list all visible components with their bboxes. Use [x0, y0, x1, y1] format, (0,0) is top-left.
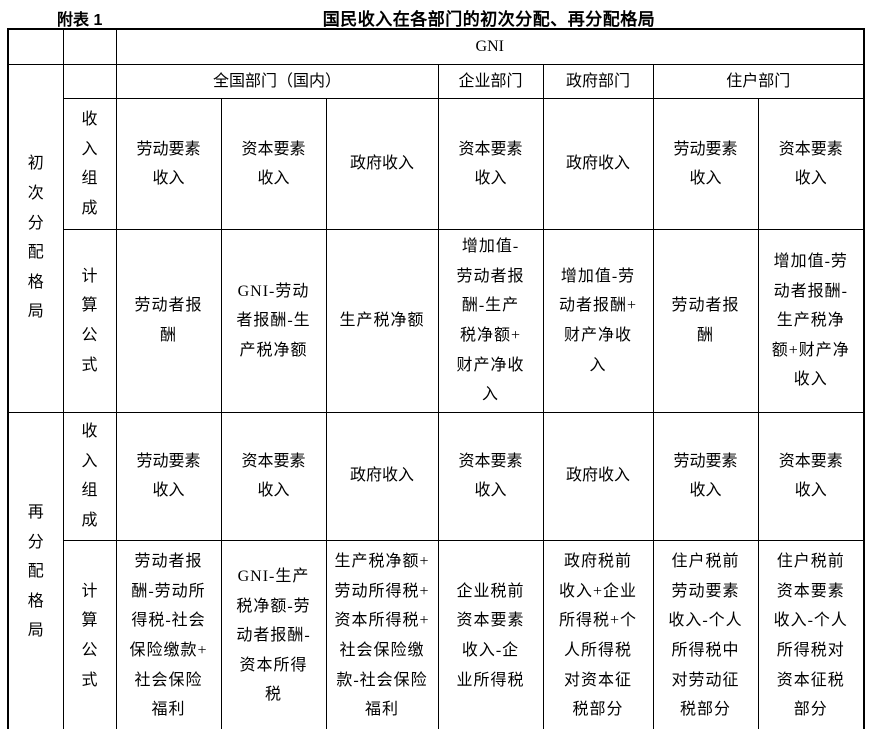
cell-primary-formula-enterprise: 增加值- 劳动者报 酬-生产 税净额+ 财产净收 入 [437, 229, 544, 413]
cell-primary-formula-national-labor: 劳动者报 酬 [115, 229, 222, 413]
cell-redistribution-formula-household-capital: 住户税前 资本要素 收入-个人 所得税对 资本征税 部分 [757, 539, 865, 729]
cell-redistribution-composition-household-labor: 劳动要素 收入 [652, 411, 759, 541]
blank-cell-top-1 [7, 28, 64, 65]
page-title: 国民收入在各部门的初次分配、再分配格局 [322, 10, 656, 29]
row-primary-formula: 计 算 公 式 劳动者报 酬 GNI-劳动 者报酬-生 产税净额 生产税净额 增… [8, 229, 865, 413]
cell-primary-composition-national-government: 政府收入 [325, 98, 439, 231]
cell-primary-formula-household-labor: 劳动者报 酬 [652, 229, 759, 413]
cell-redistribution-composition-national-government: 政府收入 [325, 411, 439, 541]
blank-cell-sector-row [62, 63, 117, 100]
cell-primary-formula-government: 增加值-劳 动者报酬+ 财产净收 入 [542, 229, 654, 413]
blank-cell-top-2 [62, 28, 117, 65]
row-label-composition-redistribution: 收 入 组 成 [62, 411, 117, 541]
cell-primary-composition-national-labor: 劳动要素 收入 [115, 98, 222, 231]
cell-redistribution-formula-government: 政府税前 收入+企业 所得税+个 人所得税 对资本征 税部分 [542, 539, 654, 729]
gni-header-cell: GNI [115, 28, 865, 65]
cell-primary-formula-national-government: 生产税净额 [325, 229, 439, 413]
row-label-formula-redistribution: 计 算 公 式 [62, 539, 117, 729]
cell-redistribution-formula-national-labor: 劳动者报 酬-劳动所 得税-社会 保险缴款+ 社会保险 福利 [115, 539, 222, 729]
row-label-formula-primary: 计 算 公 式 [62, 229, 117, 413]
cell-primary-formula-household-capital: 增加值-劳 动者报酬- 生产税净 额+财产净 收入 [757, 229, 865, 413]
table-caption-row: 附表 1 国民收入在各部门的初次分配、再分配格局 [0, 4, 869, 29]
cell-primary-formula-national-capital: GNI-劳动 者报酬-生 产税净额 [220, 229, 327, 413]
row-label-composition-primary: 收 入 组 成 [62, 98, 117, 231]
cell-primary-composition-government: 政府收入 [542, 98, 654, 231]
cell-redistribution-formula-enterprise: 企业税前 资本要素 收入-企 业所得税 [437, 539, 544, 729]
cell-redistribution-formula-national-government: 生产税净额+ 劳动所得税+ 资本所得税+ 社会保险缴 款-社会保险 福利 [325, 539, 439, 729]
cell-redistribution-composition-national-labor: 劳动要素 收入 [115, 411, 222, 541]
cell-redistribution-composition-enterprise: 资本要素 收入 [437, 411, 544, 541]
cell-redistribution-composition-national-capital: 资本要素 收入 [220, 411, 327, 541]
sector-header-government: 政府部门 [542, 63, 654, 100]
cell-primary-composition-household-capital: 资本要素 收入 [757, 98, 865, 231]
row-group-label-redistribution: 再 分 配 格 局 [7, 411, 64, 729]
cell-primary-composition-enterprise: 资本要素 收入 [437, 98, 544, 231]
cell-redistribution-formula-national-capital: GNI-生产 税净额-劳 动者报酬- 资本所得 税 [220, 539, 327, 729]
sector-header-enterprise: 企业部门 [437, 63, 544, 100]
sector-header-national: 全国部门（国内） [115, 63, 439, 100]
cell-redistribution-composition-household-capital: 资本要素 收入 [757, 411, 865, 541]
row-group-label-primary-distribution: 初 次 分 配 格 局 [7, 63, 64, 413]
row-primary-composition: 收 入 组 成 劳动要素 收入 资本要素 收入 政府收入 资本要素 收入 政府收… [8, 98, 865, 231]
cell-redistribution-composition-government: 政府收入 [542, 411, 654, 541]
income-distribution-table: GNI 初 次 分 配 格 局 全国部门（国内） 企业部门 政府部门 住户部门 … [7, 28, 866, 729]
cell-primary-composition-national-capital: 资本要素 收入 [220, 98, 327, 231]
row-gni: GNI [7, 28, 865, 65]
sector-header-household: 住户部门 [652, 63, 865, 100]
row-redistribution-composition: 再 分 配 格 局 收 入 组 成 劳动要素 收入 资本要素 收入 政府收入 资… [7, 411, 865, 729]
row-sector-headers: 初 次 分 配 格 局 全国部门（国内） 企业部门 政府部门 住户部门 [7, 63, 865, 413]
cell-redistribution-formula-household-labor: 住户税前 劳动要素 收入-个人 所得税中 对劳动征 税部分 [652, 539, 759, 729]
cell-primary-composition-household-labor: 劳动要素 收入 [652, 98, 759, 231]
table-label: 附表 1 [57, 12, 103, 29]
row-redistribution-formula: 计 算 公 式 劳动者报 酬-劳动所 得税-社会 保险缴款+ 社会保险 福利 G… [8, 539, 865, 729]
